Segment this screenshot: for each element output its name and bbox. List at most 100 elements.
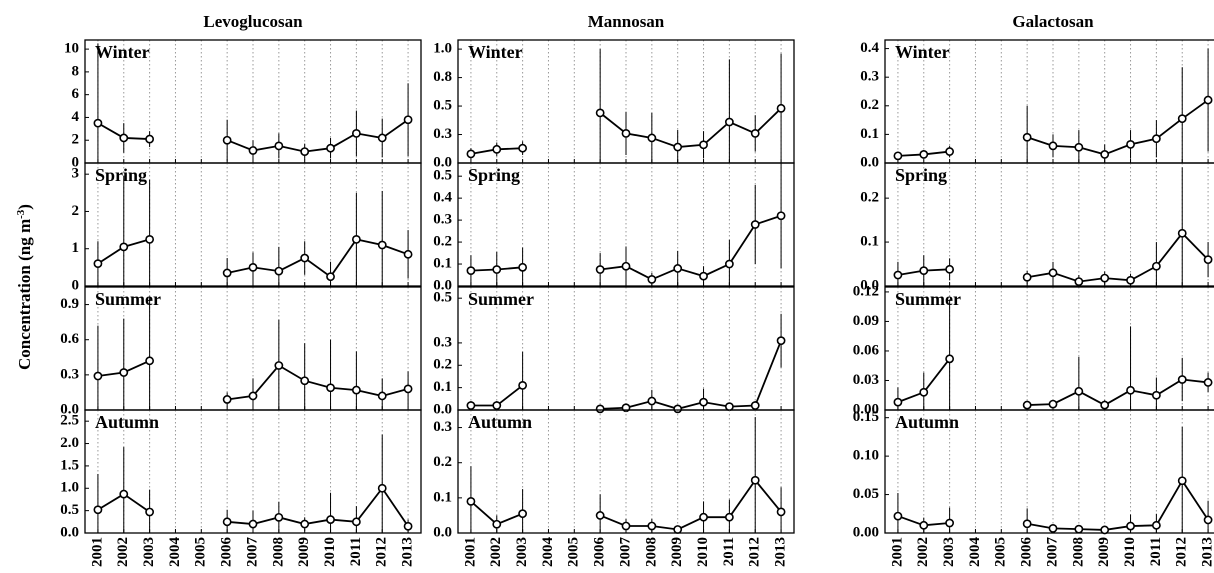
y-tick-label: 3 xyxy=(72,166,80,182)
data-point xyxy=(750,220,760,229)
data-point xyxy=(1126,385,1135,395)
data-point xyxy=(621,128,631,138)
data-point xyxy=(403,249,413,259)
data-point xyxy=(274,141,284,151)
panel: 0.0 0.3 0.6 0.9 Summer xyxy=(60,286,422,417)
x-tick-label: 2007 xyxy=(617,537,633,568)
data-point xyxy=(750,401,760,410)
data-point xyxy=(1022,400,1032,410)
y-tick-label: 0 xyxy=(72,154,80,170)
data-point xyxy=(724,402,734,412)
y-tick-label: 0.1 xyxy=(860,234,879,250)
data-point xyxy=(673,404,683,414)
data-point xyxy=(93,505,103,515)
season-label: Summer xyxy=(95,289,161,309)
column-title: Mannosan xyxy=(588,12,665,31)
x-tick-label: 2012 xyxy=(374,537,390,567)
y-tick-label: 0.2 xyxy=(860,190,879,206)
data-point xyxy=(300,253,310,263)
data-point xyxy=(673,264,683,273)
data-point xyxy=(1151,261,1161,271)
panel: 0.00 0.03 0.06 0.09 0.12 Summer xyxy=(853,283,1214,417)
data-point xyxy=(1177,228,1187,238)
data-point xyxy=(647,396,657,406)
data-point xyxy=(1203,378,1213,387)
data-point xyxy=(699,397,708,407)
data-point xyxy=(724,512,734,522)
season-label: Winter xyxy=(468,42,523,62)
x-tick-label: 2012 xyxy=(747,537,763,567)
data-point xyxy=(145,235,155,244)
data-point xyxy=(1074,277,1084,287)
data-point xyxy=(724,259,734,269)
panel: 0.0 0.1 0.2 Spring xyxy=(860,162,1214,293)
data-point xyxy=(274,361,284,370)
y-tick-label: 0.05 xyxy=(853,486,879,502)
y-tick-label: 0.1 xyxy=(433,255,452,271)
y-tick-label: 0.0 xyxy=(60,401,79,417)
y-tick-label: 1.0 xyxy=(433,41,452,57)
data-point xyxy=(145,507,155,517)
x-tick-label: 2011 xyxy=(348,537,364,566)
data-point xyxy=(776,103,786,113)
data-point xyxy=(377,133,387,143)
y-axis-label: Concentration (ng m-3) xyxy=(15,204,34,370)
data-point xyxy=(1074,142,1084,152)
data-point xyxy=(377,240,387,250)
x-tick-label: 2002 xyxy=(915,537,931,567)
data-point xyxy=(647,133,657,143)
x-tick-label: 2003 xyxy=(141,537,157,567)
x-tick-label: 2008 xyxy=(270,537,286,567)
y-tick-label: 0.0 xyxy=(60,524,79,540)
data-point xyxy=(351,517,361,527)
y-tick-label: 0.00 xyxy=(853,401,879,417)
y-tick-label: 0.9 xyxy=(60,296,79,312)
x-tick-label: 2003 xyxy=(514,537,530,567)
y-tick-label: 2.0 xyxy=(60,435,79,451)
data-point xyxy=(145,356,155,366)
y-tick-label: 4 xyxy=(72,109,80,125)
data-point xyxy=(1177,114,1187,124)
season-label: Winter xyxy=(95,42,150,62)
data-point xyxy=(919,520,929,530)
x-tick-label: 2008 xyxy=(1070,537,1086,567)
data-point xyxy=(222,395,232,404)
season-label: Spring xyxy=(468,165,520,185)
panel: 2001 2002 2003 2004 2005 2006 2007 2008 2009 2010… xyxy=(433,409,795,568)
data-point xyxy=(222,135,232,145)
data-point xyxy=(248,262,258,272)
y-tick-label: 0.3 xyxy=(60,366,79,382)
panel-frame xyxy=(884,409,1214,534)
x-tick-label: 2008 xyxy=(643,537,659,567)
y-tick-label: 0.3 xyxy=(433,212,452,228)
data-point xyxy=(1100,150,1110,159)
data-point xyxy=(326,143,335,153)
y-tick-label: 0.4 xyxy=(433,190,452,206)
y-tick-label: 0.06 xyxy=(853,342,880,358)
data-point xyxy=(518,143,528,153)
data-point xyxy=(1022,272,1032,282)
x-tick-label: 2009 xyxy=(1096,537,1112,567)
data-point xyxy=(274,512,284,522)
y-tick-label: 0.0 xyxy=(433,277,452,293)
data-point xyxy=(1048,141,1058,151)
data-point xyxy=(1100,400,1110,410)
x-tick-label: 2011 xyxy=(721,537,737,566)
data-point xyxy=(119,242,129,252)
x-tick-label: 2013 xyxy=(400,537,416,567)
data-point xyxy=(93,118,103,128)
panel: 0 1 2 3 Spring xyxy=(72,162,422,293)
data-point xyxy=(595,404,605,414)
x-tick-label: 2013 xyxy=(1200,537,1214,567)
x-tick-label: 2009 xyxy=(669,537,685,567)
data-point xyxy=(300,519,310,529)
y-tick-label: 0.0 xyxy=(860,154,879,170)
y-tick-label: 0.3 xyxy=(860,69,879,85)
x-tick-label: 2005 xyxy=(993,537,1009,567)
data-point xyxy=(93,371,103,381)
panel-frame xyxy=(884,162,1214,287)
data-point xyxy=(1048,268,1058,278)
y-tick-label: 0.5 xyxy=(60,502,79,518)
data-point xyxy=(647,275,657,284)
